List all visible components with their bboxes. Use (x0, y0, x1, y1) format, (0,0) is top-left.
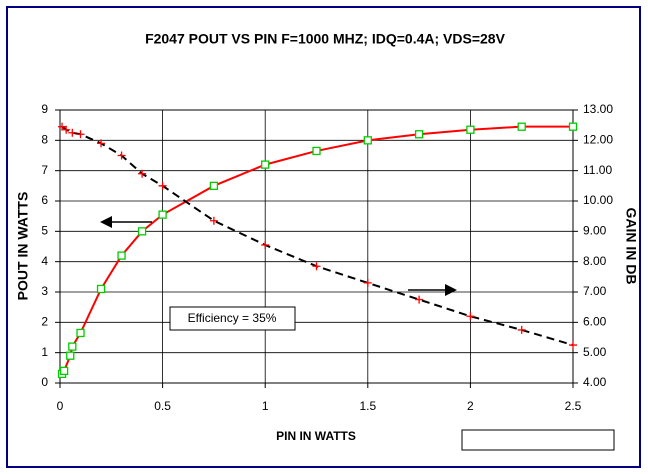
marker (117, 151, 126, 160)
marker (466, 312, 475, 321)
marker (312, 262, 321, 271)
marker (76, 328, 85, 338)
marker (138, 169, 147, 178)
y-tick-label: 7 (41, 163, 48, 177)
frame (6, 6, 641, 468)
y-tick-label: 2 (41, 315, 48, 329)
arrow-left (100, 216, 152, 228)
y2-tick-label: 9.00 (583, 224, 607, 238)
marker (137, 227, 147, 236)
marker (62, 125, 71, 134)
marker (415, 295, 424, 304)
legend (461, 429, 615, 451)
marker (117, 251, 126, 260)
marker (569, 341, 577, 350)
y2-tick-label: 12.00 (583, 133, 613, 147)
y2-tick-label: 10.00 (583, 193, 613, 207)
marker (158, 181, 167, 190)
y-tick-label: 4 (41, 254, 48, 268)
x-tick-label: 1.5 (359, 399, 376, 413)
y2-tick-label: 11.00 (583, 163, 612, 177)
x-tick-label: 0 (57, 399, 64, 413)
y2-tick-label: 7.00 (583, 284, 607, 298)
marker (209, 216, 218, 225)
y-tick-label: 3 (41, 284, 48, 298)
marker (363, 278, 372, 287)
y2-tick-label: 4.00 (583, 375, 607, 389)
y-tick-label: 1 (41, 345, 48, 359)
marker (158, 210, 167, 219)
x-tick-label: 2.5 (565, 399, 582, 413)
marker (209, 181, 219, 190)
y-tick-label: 8 (41, 133, 48, 147)
plot-border (59, 109, 574, 384)
marker (59, 366, 69, 376)
arrow-right (408, 284, 457, 296)
x-tick-label: 1 (262, 399, 269, 413)
marker (261, 160, 270, 169)
marker (517, 122, 526, 131)
marker (58, 122, 67, 131)
marker (96, 284, 106, 294)
marker (568, 122, 578, 131)
marker (517, 325, 526, 334)
y2-tick-label: 8.00 (583, 254, 607, 268)
x-tick-label: 0.5 (154, 399, 171, 413)
y-tick-label: 9 (41, 102, 48, 116)
marker (466, 125, 475, 134)
y2-tick-label: 5.00 (583, 345, 607, 359)
annotation: Efficiency = 35% (188, 311, 277, 325)
marker (76, 130, 85, 139)
marker (66, 351, 75, 360)
y-tick-label: 0 (41, 375, 48, 389)
chart-title: F2047 POUT VS PIN F=1000 MHZ; IDQ=0.4A; … (145, 31, 506, 47)
x-axis-label: PIN IN WATTS (276, 429, 356, 443)
x-tick-label: 2 (467, 399, 474, 413)
y2-axis-label: GAIN IN DB (623, 208, 639, 285)
annotation-box (169, 306, 296, 331)
marker (414, 130, 424, 139)
y2-tick-label: 6.00 (583, 315, 607, 329)
y2-tick-label: 13.00 (583, 102, 613, 116)
marker (261, 240, 270, 249)
marker (68, 128, 77, 137)
marker (363, 136, 372, 145)
marker (68, 342, 77, 351)
marker (97, 139, 106, 148)
y-tick-label: 5 (41, 224, 48, 238)
series-line (61, 125, 574, 347)
y-tick-label: 6 (41, 193, 48, 207)
y-axis-label: POUT IN WATTS (15, 192, 31, 301)
marker (312, 146, 321, 156)
